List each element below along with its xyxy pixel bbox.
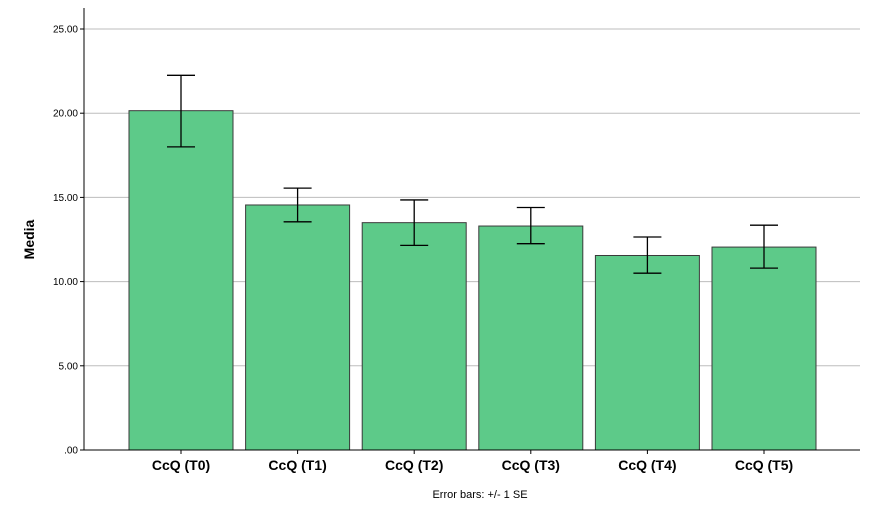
x-tick-label: CcQ (T5) <box>735 457 793 473</box>
bar <box>594 254 700 451</box>
y-tick-label: 15.00 <box>53 193 78 204</box>
y-tick-label: 10.00 <box>53 277 78 288</box>
y-axis-ticks: .00 5.00 10.00 15.00 20.00 25.00 <box>53 25 84 457</box>
bar <box>245 204 351 451</box>
x-tick-label: CcQ (T3) <box>502 457 560 473</box>
bar <box>128 110 234 451</box>
x-tick-label: CcQ (T2) <box>385 457 443 473</box>
y-axis-title: Media <box>21 219 37 259</box>
x-tick-label: CcQ (T1) <box>268 457 326 473</box>
bar <box>361 222 467 451</box>
x-axis-labels: CcQ (T0) CcQ (T1) CcQ (T2) CcQ (T3) CcQ (T4)… <box>152 450 793 473</box>
x-tick-label: CcQ (T0) <box>152 457 210 473</box>
bar <box>711 246 817 451</box>
y-tick-label: 20.00 <box>53 109 78 120</box>
y-tick-label: .00 <box>64 446 78 457</box>
error-bars-note: Error bars: +/- 1 SE <box>432 489 527 501</box>
x-tick-label: CcQ (T4) <box>618 457 676 473</box>
bar <box>478 225 584 451</box>
y-tick-label: 5.00 <box>59 361 79 372</box>
error-bars <box>167 74 778 274</box>
bars <box>128 110 817 451</box>
y-tick-label: 25.00 <box>53 25 78 36</box>
